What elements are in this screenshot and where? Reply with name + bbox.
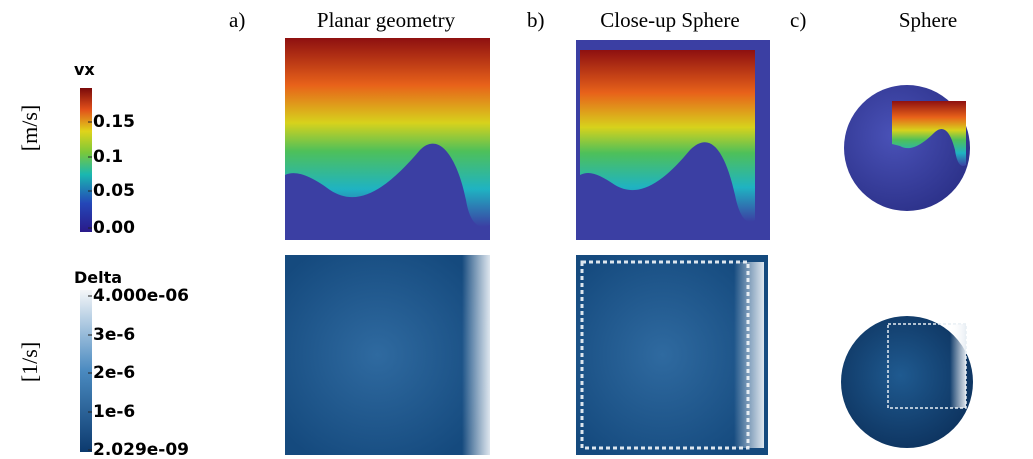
colorbar-tick-label: 3e-6 bbox=[93, 325, 135, 345]
row-unit: [m/s] bbox=[17, 105, 42, 151]
column-letter: c) bbox=[790, 8, 806, 32]
colorbar-tick-label: 2e-6 bbox=[93, 363, 135, 383]
vx-planar bbox=[285, 38, 490, 240]
colorbar-tick-label: 1e-6 bbox=[93, 402, 135, 422]
colorbar-tick-label: 0.1 bbox=[93, 147, 123, 167]
colorbar-title: Delta bbox=[74, 268, 122, 287]
column-letter: b) bbox=[527, 8, 545, 32]
colorbar bbox=[80, 290, 92, 452]
colorbar-tick-label: 0.00 bbox=[93, 218, 135, 238]
colorbar-tick-label: 0.15 bbox=[93, 112, 135, 132]
colorbar-tick-label: 4.000e-06 bbox=[93, 286, 189, 306]
colorbar-ticks: 0.15 0.1 0.05 0.00 4.000e-06 3e-6 2e-6 1e-6 2.02… bbox=[88, 112, 189, 459]
column-title: Sphere bbox=[899, 8, 957, 32]
colorbar bbox=[80, 88, 92, 232]
colorbar-tick-label: 0.05 bbox=[93, 181, 135, 201]
colorbar-tick-label: 2.029e-09 bbox=[93, 440, 189, 459]
delta-closeup bbox=[576, 255, 768, 455]
vx-closeup bbox=[576, 40, 770, 240]
delta-sphere bbox=[841, 316, 973, 448]
figure: a) Planar geometry b) Close-up Sphere c)… bbox=[0, 0, 1033, 459]
colorbar-title: vx bbox=[74, 60, 95, 79]
column-title: Close-up Sphere bbox=[600, 8, 739, 32]
column-letter: a) bbox=[229, 8, 245, 32]
row-unit: [1/s] bbox=[17, 342, 42, 382]
delta-planar bbox=[285, 255, 490, 455]
column-title: Planar geometry bbox=[317, 8, 456, 32]
